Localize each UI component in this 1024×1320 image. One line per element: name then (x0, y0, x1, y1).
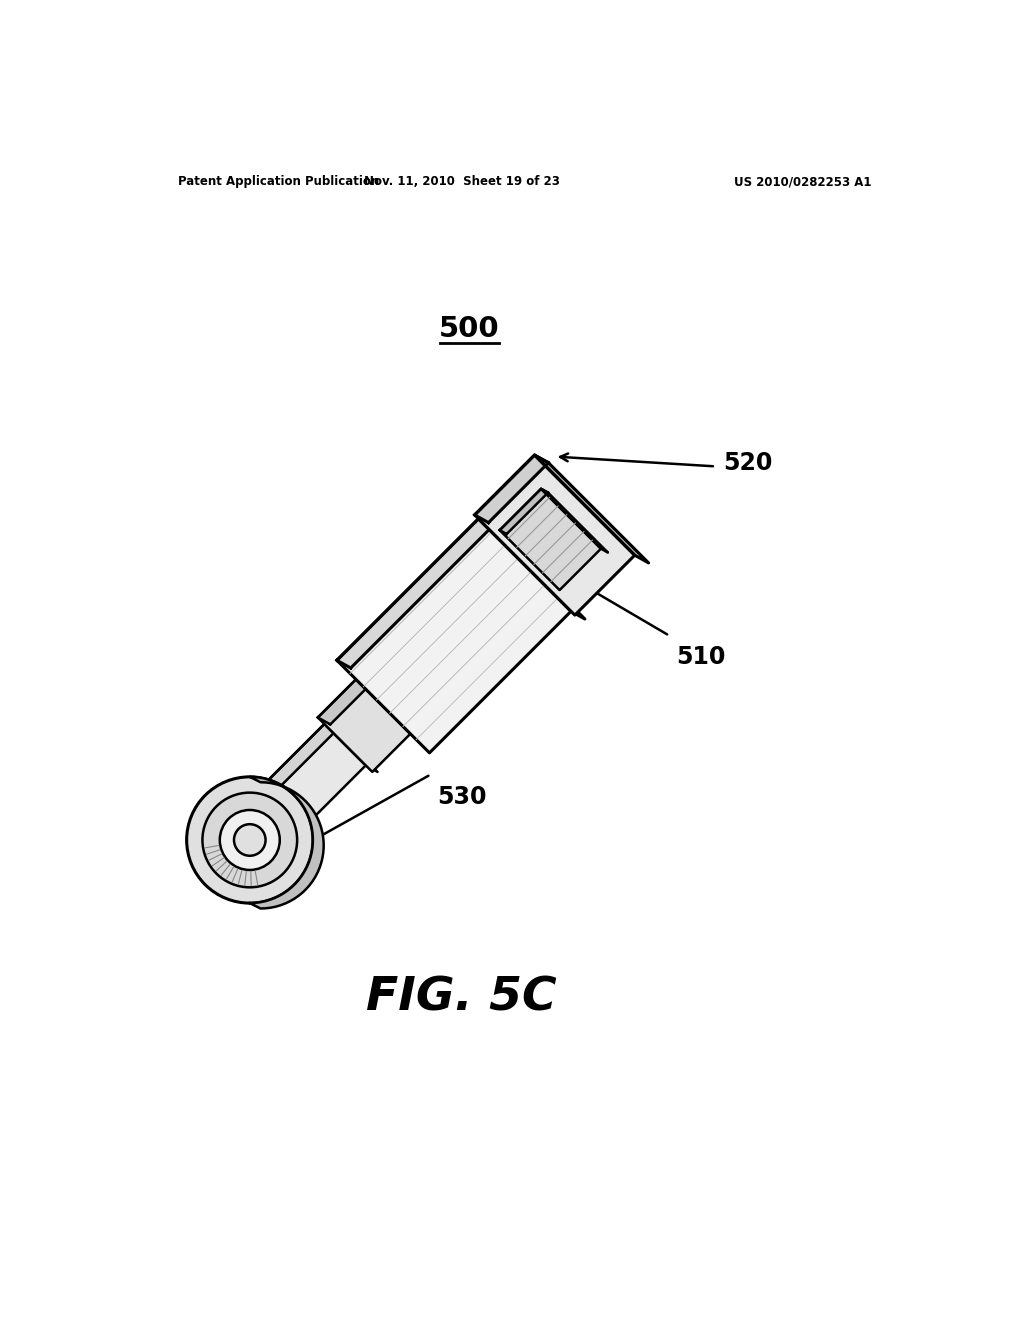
Polygon shape (475, 455, 635, 615)
Polygon shape (325, 723, 378, 772)
Polygon shape (337, 519, 493, 668)
Polygon shape (250, 777, 324, 908)
Text: Nov. 11, 2010  Sheet 19 of 23: Nov. 11, 2010 Sheet 19 of 23 (364, 176, 559, 189)
Ellipse shape (186, 777, 313, 903)
Polygon shape (500, 488, 548, 535)
Polygon shape (541, 488, 608, 553)
Polygon shape (337, 519, 571, 752)
Polygon shape (231, 723, 336, 824)
Text: FIG. 5C: FIG. 5C (367, 975, 557, 1020)
Polygon shape (317, 680, 411, 772)
Text: US 2010/0282253 A1: US 2010/0282253 A1 (734, 176, 871, 189)
Polygon shape (535, 455, 648, 562)
Text: 510: 510 (676, 645, 725, 669)
Ellipse shape (220, 810, 280, 870)
Polygon shape (500, 488, 601, 590)
Ellipse shape (203, 792, 297, 887)
Ellipse shape (234, 824, 265, 855)
Polygon shape (356, 680, 423, 741)
Polygon shape (231, 723, 366, 858)
Text: Patent Application Publication: Patent Application Publication (178, 176, 380, 189)
Polygon shape (317, 680, 369, 725)
Polygon shape (478, 519, 585, 619)
Text: 530: 530 (437, 785, 486, 809)
Polygon shape (475, 455, 549, 523)
Text: 520: 520 (724, 451, 773, 475)
Text: 500: 500 (439, 315, 500, 343)
